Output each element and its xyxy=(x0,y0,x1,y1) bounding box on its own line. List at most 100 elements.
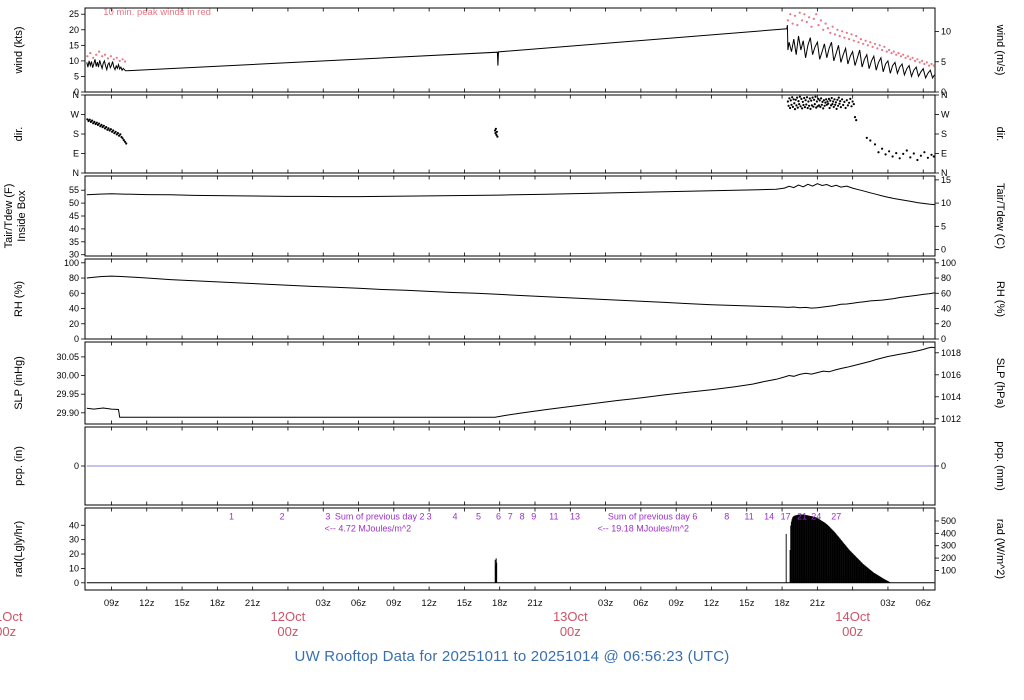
svg-text:W: W xyxy=(71,110,80,120)
svg-text:20: 20 xyxy=(69,25,79,35)
svg-text:wind (m/s): wind (m/s) xyxy=(994,24,1006,76)
panel-tair: 30 35 40 45 50 55 0 5 10 15 Tair/Tdew (F) Inside Bo… xyxy=(3,175,1006,260)
svg-text:500: 500 xyxy=(941,516,956,526)
svg-text:60: 60 xyxy=(69,288,79,298)
svg-text:09z: 09z xyxy=(669,598,685,609)
svg-text:10: 10 xyxy=(941,198,951,208)
svg-text:9: 9 xyxy=(531,512,536,522)
svg-text:2: 2 xyxy=(280,512,285,522)
svg-text:pcp. (in): pcp. (in) xyxy=(13,446,25,486)
panel-pcp: 0 0 pcp. (in) pcp. (mm) xyxy=(13,426,1006,506)
svg-text:1: 1 xyxy=(229,512,234,522)
svg-text:0: 0 xyxy=(74,87,79,97)
svg-text:6: 6 xyxy=(496,512,501,522)
svg-text:15z: 15z xyxy=(739,598,755,609)
svg-text:12z: 12z xyxy=(421,598,437,609)
svg-text:11: 11 xyxy=(744,512,753,522)
svg-text:13: 13 xyxy=(570,512,580,522)
svg-text:0: 0 xyxy=(74,334,79,344)
svg-text:5: 5 xyxy=(476,512,481,522)
svg-text:00z: 00z xyxy=(842,624,863,639)
svg-text:21z: 21z xyxy=(245,598,261,609)
svg-text:10: 10 xyxy=(69,563,79,573)
chart-title: UW Rooftop Data for 20251011 to 20251014… xyxy=(294,648,730,665)
svg-text:7: 7 xyxy=(508,512,513,522)
svg-text:100: 100 xyxy=(941,258,956,268)
svg-text:N: N xyxy=(941,90,948,100)
svg-text:15z: 15z xyxy=(457,598,473,609)
svg-text:0: 0 xyxy=(941,334,946,344)
svg-text:dir.: dir. xyxy=(994,127,1006,142)
svg-text:3: 3 xyxy=(427,512,432,522)
svg-text:Tair/Tdew (F): Tair/Tdew (F) xyxy=(3,184,15,249)
svg-text:5: 5 xyxy=(74,71,79,81)
svg-text:0: 0 xyxy=(941,245,946,255)
svg-text:SLP (inHg): SLP (inHg) xyxy=(13,356,25,410)
svg-text:15: 15 xyxy=(941,175,951,185)
svg-text:1018: 1018 xyxy=(941,348,961,358)
svg-text:pcp. (mm): pcp. (mm) xyxy=(994,441,1006,491)
panel-wind: 0 5 10 15 20 25 0 5 10 wind (kts) wind (m/s) 10 min… xyxy=(13,7,1006,97)
svg-text:21: 21 xyxy=(797,512,807,522)
svg-text:100: 100 xyxy=(941,565,956,575)
svg-text:40: 40 xyxy=(69,224,79,234)
panel-rad: 0 10 20 30 40 100 200 300 400 500 rad(Lgly/hr) rad … xyxy=(13,507,1006,591)
svg-text:09z: 09z xyxy=(386,598,402,609)
svg-text:24: 24 xyxy=(811,512,821,522)
svg-text:8: 8 xyxy=(724,512,729,522)
svg-text:20: 20 xyxy=(69,549,79,559)
svg-text:00z: 00z xyxy=(277,624,298,639)
svg-text:15z: 15z xyxy=(174,598,190,609)
svg-text:80: 80 xyxy=(69,273,79,283)
svg-text:0: 0 xyxy=(941,461,946,471)
svg-text:N: N xyxy=(73,168,80,178)
svg-text:12z: 12z xyxy=(139,598,155,609)
svg-text:55: 55 xyxy=(69,185,79,195)
svg-text:10: 10 xyxy=(941,27,951,37)
svg-text:<-- 19.18 MJoules/m^2: <-- 19.18 MJoules/m^2 xyxy=(597,524,689,534)
svg-text:30.05: 30.05 xyxy=(56,352,79,362)
svg-text:<-- 4.72 MJoules/m^2: <-- 4.72 MJoules/m^2 xyxy=(325,524,412,534)
svg-text:Sum of previous day 6: Sum of previous day 6 xyxy=(608,512,698,522)
svg-text:SLP (hPa): SLP (hPa) xyxy=(994,358,1006,409)
svg-text:00z: 00z xyxy=(560,624,581,639)
svg-text:10 min. peak winds in red: 10 min. peak winds in red xyxy=(103,7,211,18)
svg-text:rad(Lgly/hr): rad(Lgly/hr) xyxy=(13,521,25,577)
svg-text:1014: 1014 xyxy=(941,392,961,402)
svg-text:12z: 12z xyxy=(704,598,720,609)
svg-text:00z: 00z xyxy=(0,624,16,639)
svg-text:E: E xyxy=(73,149,79,159)
panel-rh: 0 20 40 60 80 100 0 20 40 60 80 100 RH (%) RH (%) xyxy=(13,258,1006,344)
svg-text:5: 5 xyxy=(941,221,946,231)
svg-text:27: 27 xyxy=(831,512,841,522)
svg-text:11: 11 xyxy=(549,512,558,522)
svg-text:21z: 21z xyxy=(810,598,826,609)
svg-text:03z: 03z xyxy=(880,598,896,609)
svg-text:18z: 18z xyxy=(774,598,790,609)
svg-text:10: 10 xyxy=(69,56,79,66)
svg-text:30: 30 xyxy=(69,535,79,545)
svg-text:100: 100 xyxy=(64,258,79,268)
svg-text:W: W xyxy=(941,110,950,120)
svg-text:20: 20 xyxy=(69,319,79,329)
svg-text:3: 3 xyxy=(325,512,330,522)
svg-text:S: S xyxy=(73,129,79,139)
svg-text:14Oct: 14Oct xyxy=(835,609,870,624)
svg-text:25: 25 xyxy=(69,9,79,19)
svg-text:8: 8 xyxy=(520,512,525,522)
svg-text:dir.: dir. xyxy=(13,127,25,142)
svg-text:18z: 18z xyxy=(210,598,226,609)
svg-text:60: 60 xyxy=(941,288,951,298)
svg-text:30.00: 30.00 xyxy=(56,371,79,381)
svg-text:0: 0 xyxy=(74,578,79,588)
svg-text:RH (%): RH (%) xyxy=(994,281,1006,317)
svg-text:0: 0 xyxy=(941,87,946,97)
svg-text:06z: 06z xyxy=(351,598,367,609)
svg-text:Inside Box: Inside Box xyxy=(16,190,28,242)
svg-text:1016: 1016 xyxy=(941,370,961,380)
svg-text:09z: 09z xyxy=(104,598,120,609)
panel-slp: 29.90 29.95 30.00 30.05 1012 1014 1016 1018 SLP … xyxy=(13,341,1006,425)
svg-text:03z: 03z xyxy=(316,598,332,609)
